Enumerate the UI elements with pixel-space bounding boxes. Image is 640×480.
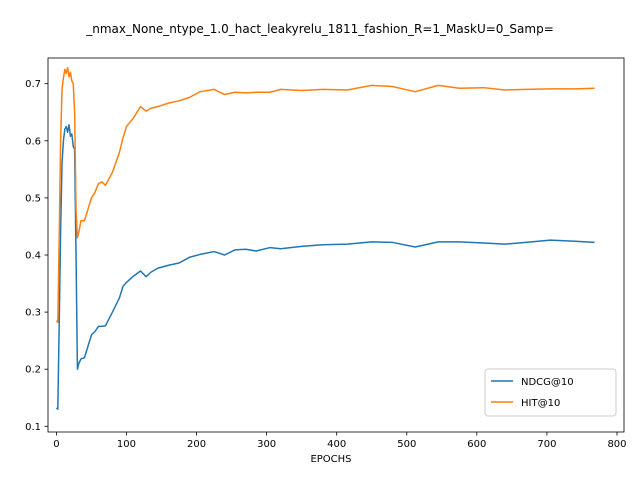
y-tick-label: 0.6 bbox=[25, 136, 41, 147]
legend-box bbox=[484, 368, 617, 417]
y-tick-label: 0.3 bbox=[25, 308, 41, 319]
x-tick-label: 700 bbox=[537, 439, 556, 450]
y-tick-label: 0.5 bbox=[25, 193, 41, 204]
y-tick-label: 0.4 bbox=[25, 250, 41, 261]
x-tick-label: 200 bbox=[187, 439, 206, 450]
series-layer bbox=[55, 66, 595, 410]
x-tick-label: 300 bbox=[257, 439, 276, 450]
legend-label-2: HIT@10 bbox=[521, 398, 560, 409]
x-tick-label: 0 bbox=[53, 439, 59, 450]
y-tick-label: 0.1 bbox=[25, 422, 41, 433]
y-tick-label: 0.2 bbox=[25, 365, 41, 376]
x-tick-label: 500 bbox=[397, 439, 416, 450]
x-axis-label: EPOCHS bbox=[310, 454, 351, 465]
chart-title: _nmax_None_ntype_1.0_hact_leakyrelu_1811… bbox=[85, 22, 554, 36]
x-axis: 0 100 200 300 400 500 600 700 800 bbox=[53, 432, 627, 450]
x-tick-label: 800 bbox=[607, 439, 626, 450]
x-tick-label: 400 bbox=[327, 439, 346, 450]
series-line-2 bbox=[55, 66, 595, 324]
x-tick-label: 600 bbox=[467, 439, 486, 450]
y-axis: 0.1 0.2 0.3 0.4 0.5 0.6 0.7 bbox=[25, 79, 48, 433]
series-line-1 bbox=[55, 124, 595, 410]
legend: NDCG@10 HIT@10 bbox=[484, 368, 617, 417]
plot-frame bbox=[47, 57, 625, 433]
x-tick-label: 100 bbox=[117, 439, 136, 450]
legend-label-1: NDCG@10 bbox=[521, 377, 574, 388]
y-tick-label: 0.7 bbox=[25, 79, 41, 90]
